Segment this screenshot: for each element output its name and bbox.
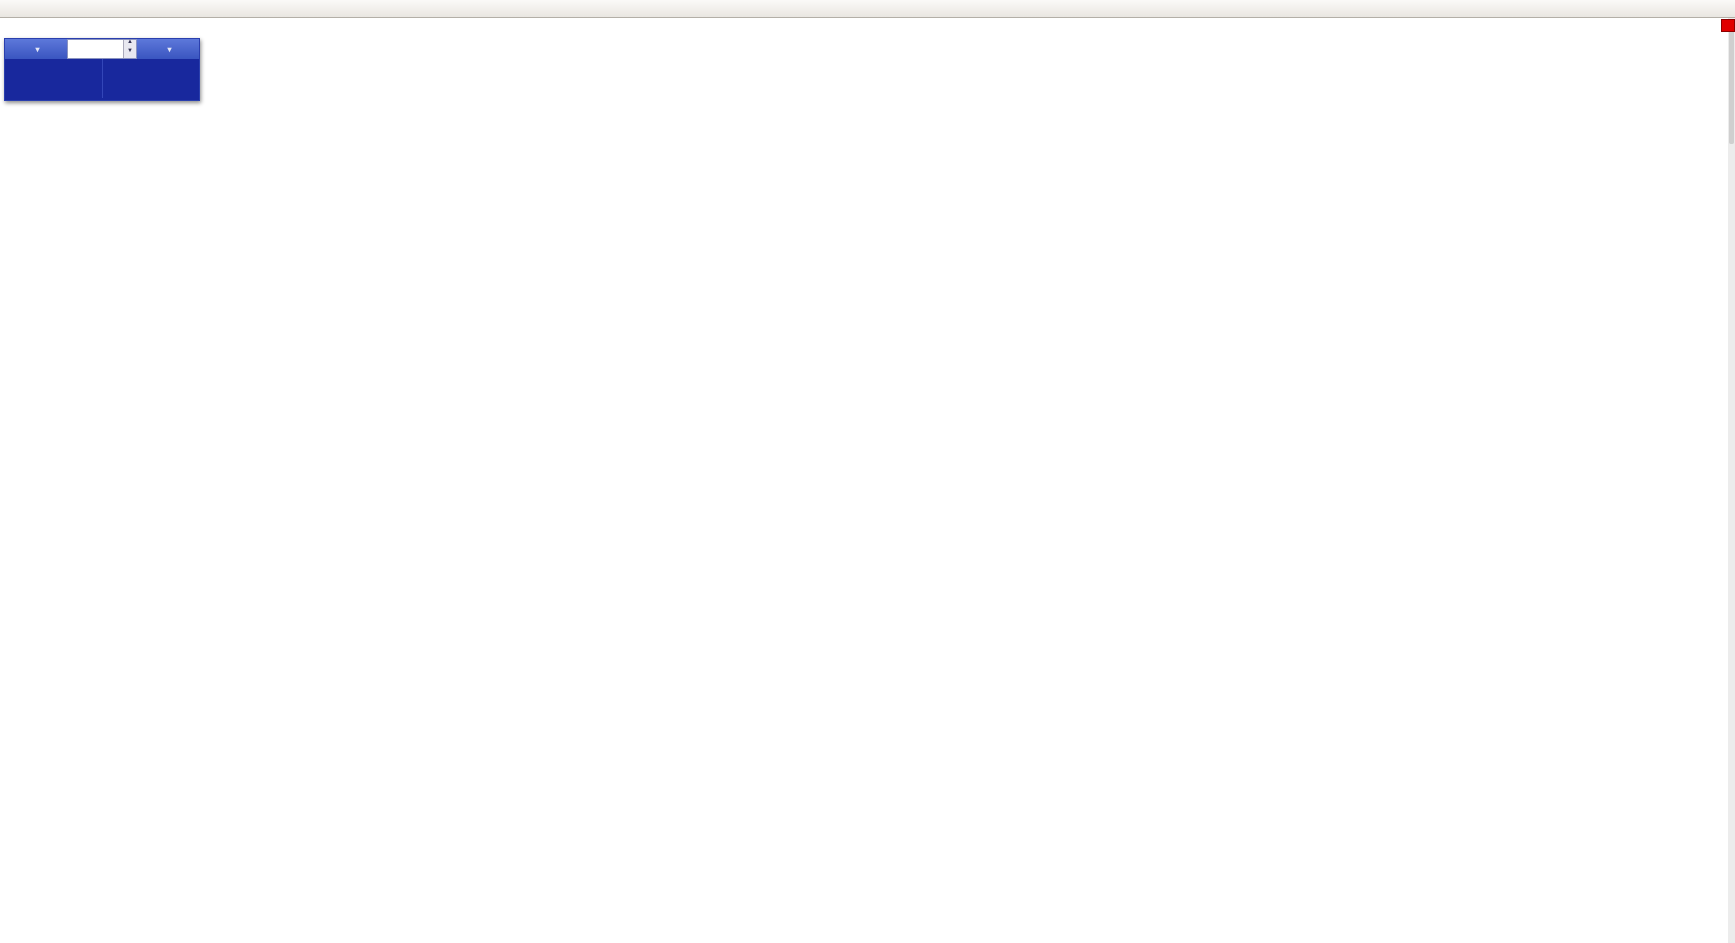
buy-dropdown-icon: ▾ [167, 44, 172, 54]
macd-indicator-label [4, 528, 14, 539]
rsi-indicator-label [4, 683, 9, 694]
sell-button[interactable]: ▾ [5, 39, 67, 59]
buy-button[interactable]: ▾ [137, 39, 199, 59]
sell-dropdown-icon: ▾ [35, 44, 40, 54]
scrollbar-thumb[interactable] [1729, 24, 1734, 144]
volume-value [68, 40, 123, 58]
spinner-down-icon[interactable]: ▼ [124, 48, 136, 58]
volume-field[interactable]: ▲ ▼ [67, 39, 137, 59]
vertical-scrollbar[interactable] [1728, 18, 1735, 943]
spinner-up-icon[interactable]: ▲ [124, 39, 136, 49]
sell-price[interactable] [5, 59, 103, 98]
volume-spinner[interactable]: ▲ ▼ [123, 39, 136, 58]
buy-price[interactable] [103, 59, 200, 98]
main-toolbar [0, 0, 1735, 18]
one-click-trading-panel: ▾ ▲ ▼ ▾ [4, 38, 200, 101]
chart-corner-marker[interactable] [1721, 19, 1735, 32]
chart-title [7, 22, 49, 34]
